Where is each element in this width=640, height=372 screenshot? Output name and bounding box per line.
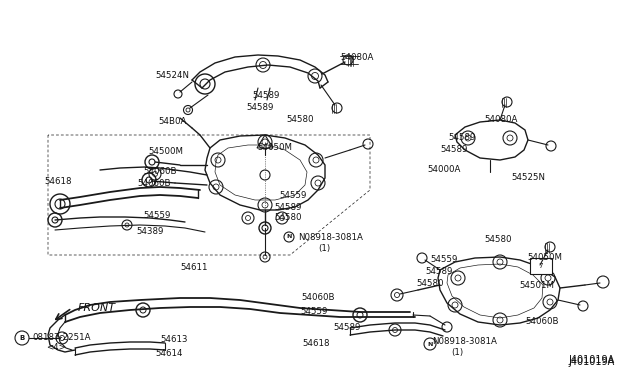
Text: 54559: 54559 — [279, 190, 307, 199]
Text: <4>: <4> — [46, 343, 66, 353]
Text: 54524N: 54524N — [155, 71, 189, 80]
Text: 54060B: 54060B — [525, 317, 559, 327]
Text: 54589: 54589 — [246, 103, 273, 112]
Text: N: N — [286, 234, 292, 240]
Text: 54618: 54618 — [44, 177, 72, 186]
Text: 54589: 54589 — [252, 90, 280, 99]
Text: 54589: 54589 — [448, 134, 476, 142]
Text: 54060B: 54060B — [137, 180, 170, 189]
Text: 54050M: 54050M — [257, 144, 292, 153]
Text: N: N — [428, 341, 433, 346]
Text: 54580: 54580 — [416, 279, 444, 289]
Text: 54589: 54589 — [425, 267, 452, 276]
Text: N08918-3081A: N08918-3081A — [432, 337, 497, 346]
Text: 54618: 54618 — [302, 340, 330, 349]
Text: 54580: 54580 — [484, 235, 511, 244]
Text: 54580: 54580 — [286, 115, 314, 125]
Text: J401019A: J401019A — [568, 355, 614, 365]
Text: 54589: 54589 — [440, 145, 467, 154]
FancyBboxPatch shape — [530, 258, 552, 274]
Text: 54501M: 54501M — [519, 282, 554, 291]
Text: 54589: 54589 — [333, 323, 360, 331]
Text: FRONT: FRONT — [78, 303, 116, 313]
Text: 54589: 54589 — [274, 202, 301, 212]
Text: (1): (1) — [318, 244, 330, 253]
Text: 54060B: 54060B — [301, 294, 335, 302]
Text: (1): (1) — [451, 349, 463, 357]
Text: 54080A: 54080A — [484, 115, 517, 125]
Text: 54614: 54614 — [155, 349, 182, 357]
Text: 7: 7 — [539, 263, 543, 269]
Text: 54559: 54559 — [300, 308, 328, 317]
Text: N08918-3081A: N08918-3081A — [298, 232, 363, 241]
Text: 08187-2251A: 08187-2251A — [32, 334, 90, 343]
Text: J401019A: J401019A — [568, 357, 614, 367]
Text: 54389: 54389 — [136, 228, 163, 237]
Text: 54500M: 54500M — [148, 148, 183, 157]
Text: 54525N: 54525N — [511, 173, 545, 183]
Text: 54559: 54559 — [430, 256, 458, 264]
Text: 54060B: 54060B — [143, 167, 177, 176]
Text: 54559: 54559 — [143, 211, 170, 219]
Text: 54080A: 54080A — [340, 54, 373, 62]
Text: 54611: 54611 — [180, 263, 207, 273]
Text: 54613: 54613 — [160, 336, 188, 344]
Text: 54050M: 54050M — [527, 253, 562, 263]
Text: 54B0A: 54B0A — [158, 118, 186, 126]
Text: 54000A: 54000A — [427, 166, 460, 174]
Text: 54580: 54580 — [274, 214, 301, 222]
Text: B: B — [19, 335, 24, 341]
